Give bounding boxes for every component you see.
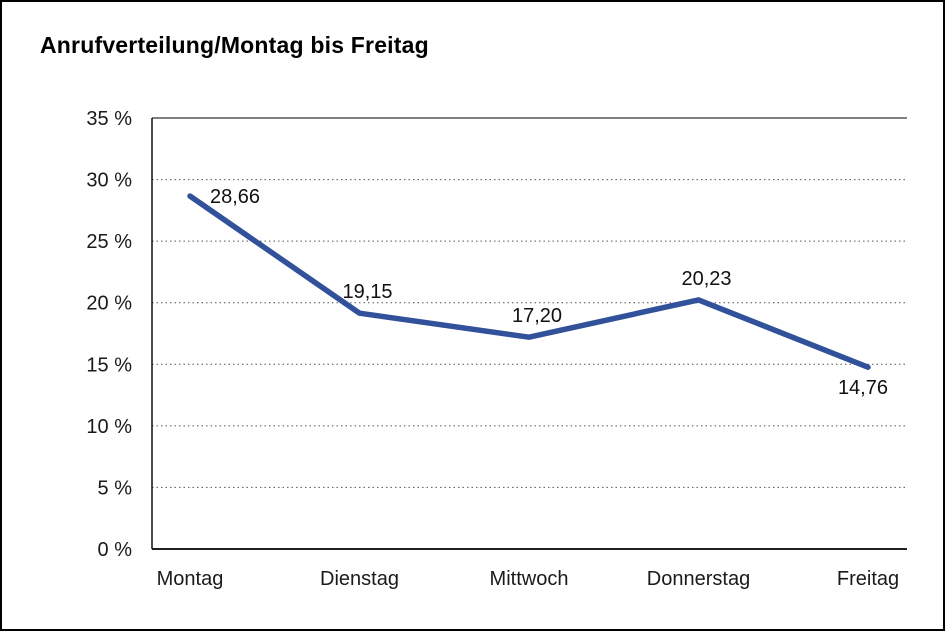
x-axis-label: Mittwoch: [490, 568, 569, 590]
x-axis-label: Donnerstag: [647, 568, 750, 590]
y-tick-label: 35 %: [86, 108, 132, 130]
data-point-label: 28,66: [210, 186, 260, 208]
data-point-label: 20,23: [681, 268, 731, 290]
y-tick-label: 0 %: [98, 539, 133, 561]
data-point-label: 14,76: [838, 377, 888, 399]
y-tick-label: 15 %: [86, 354, 132, 376]
data-point-label: 17,20: [512, 305, 562, 327]
y-tick-label: 10 %: [86, 416, 132, 438]
data-point-label: 19,15: [342, 281, 392, 303]
data-line: [187, 193, 871, 370]
x-axis-label: Montag: [157, 568, 224, 590]
x-axis-label: Dienstag: [320, 568, 399, 590]
chart-title: Anrufverteilung/Montag bis Freitag: [40, 32, 429, 58]
y-tick-label: 20 %: [86, 293, 132, 315]
y-tick-label: 25 %: [86, 231, 132, 253]
y-tick-label: 30 %: [86, 170, 132, 192]
x-axis-label: Freitag: [837, 568, 899, 590]
y-tick-label: 5 %: [98, 477, 133, 499]
